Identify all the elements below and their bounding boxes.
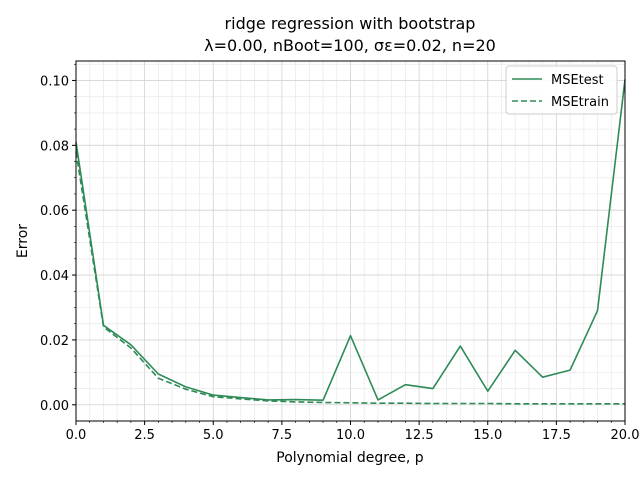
x-tick-label: 15.0 xyxy=(473,428,502,443)
legend: MSEtest MSEtrain xyxy=(505,65,618,115)
legend-box xyxy=(505,65,618,115)
x-tick-label: 20.0 xyxy=(611,428,640,443)
x-tick-label: 5.0 xyxy=(203,428,224,443)
x-tick-label: 12.5 xyxy=(405,428,434,443)
x-tick-label: 7.5 xyxy=(272,428,293,443)
chart-subtitle: λ=0.00, nBoot=100, σε=0.02, n=20 xyxy=(204,36,496,55)
legend-label: MSEtrain xyxy=(551,95,609,110)
y-tick-label: 0.08 xyxy=(40,139,69,154)
y-tick-label: 0.10 xyxy=(40,74,69,89)
y-tick-label: 0.02 xyxy=(40,334,69,349)
x-tick-label: 10.0 xyxy=(336,428,365,443)
x-tick-label: 0.0 xyxy=(66,428,87,443)
chart-title: ridge regression with bootstrap xyxy=(225,14,476,33)
series-line-msetrain xyxy=(75,151,625,405)
y-axis-label: Error xyxy=(15,224,31,258)
x-tick-label: 2.5 xyxy=(134,428,155,443)
y-tick-label: 0.06 xyxy=(40,204,69,219)
x-axis-label: Polynomial degree, p xyxy=(276,450,424,466)
series-line-msetest xyxy=(75,79,626,402)
x-tick-label: 17.5 xyxy=(542,428,571,443)
grid xyxy=(75,61,626,421)
series-layer xyxy=(75,79,626,405)
legend-label: MSEtest xyxy=(551,73,604,88)
y-tick-label: 0.04 xyxy=(40,269,69,284)
ticks: 0.0 2.5 5.0 7.5 10.0 12.5 15.0 17.5 20.0 0.00 0.02… xyxy=(40,63,640,443)
y-tick-label: 0.00 xyxy=(40,399,69,414)
